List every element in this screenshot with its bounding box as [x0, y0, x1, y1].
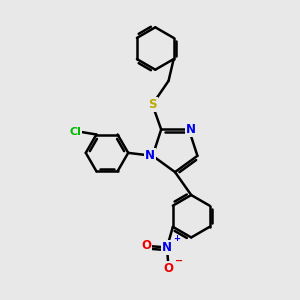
- Text: Cl: Cl: [69, 127, 81, 136]
- Text: O: O: [141, 239, 152, 253]
- Text: N: N: [145, 149, 155, 162]
- Text: −: −: [175, 256, 183, 266]
- Text: O: O: [164, 262, 173, 275]
- Text: N: N: [186, 123, 196, 136]
- Text: +: +: [173, 234, 181, 243]
- Text: S: S: [148, 98, 157, 111]
- Text: N: N: [162, 241, 172, 254]
